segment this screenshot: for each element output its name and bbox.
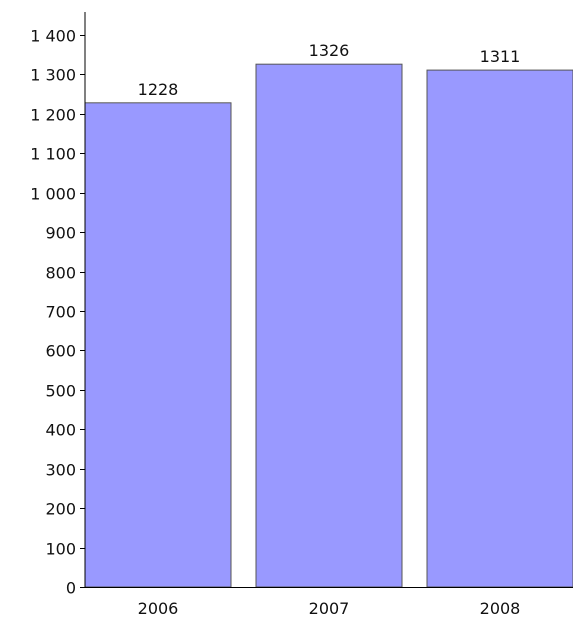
y-tick-label-400: 400 bbox=[45, 421, 76, 440]
y-tick-label-500: 500 bbox=[45, 382, 76, 401]
category-label-2008: 2008 bbox=[480, 599, 521, 618]
y-tick-label-1400: 1 400 bbox=[30, 27, 76, 46]
category-label-2007: 2007 bbox=[309, 599, 350, 618]
y-tick-label-300: 300 bbox=[45, 461, 76, 480]
y-tick-label-1000: 1 000 bbox=[30, 185, 76, 204]
y-tick-label-600: 600 bbox=[45, 342, 76, 361]
value-label-2008: 1311 bbox=[480, 47, 521, 66]
y-tick-label-0: 0 bbox=[66, 579, 76, 598]
y-tick-label-700: 700 bbox=[45, 303, 76, 322]
bars-layer bbox=[85, 64, 573, 587]
y-tick-label-1200: 1 200 bbox=[30, 106, 76, 125]
y-tick-label-900: 900 bbox=[45, 224, 76, 243]
value-label-2006: 1228 bbox=[138, 80, 179, 99]
bar-2007 bbox=[256, 64, 402, 587]
y-tick-label-100: 100 bbox=[45, 540, 76, 559]
bar-2008 bbox=[427, 70, 573, 587]
y-tick-label-1100: 1 100 bbox=[30, 145, 76, 164]
bar-2006 bbox=[85, 103, 231, 587]
y-tick-label-200: 200 bbox=[45, 500, 76, 519]
y-tick-label-800: 800 bbox=[45, 264, 76, 283]
category-label-2006: 2006 bbox=[138, 599, 179, 618]
y-tick-label-1300: 1 300 bbox=[30, 66, 76, 85]
value-label-2007: 1326 bbox=[309, 41, 350, 60]
